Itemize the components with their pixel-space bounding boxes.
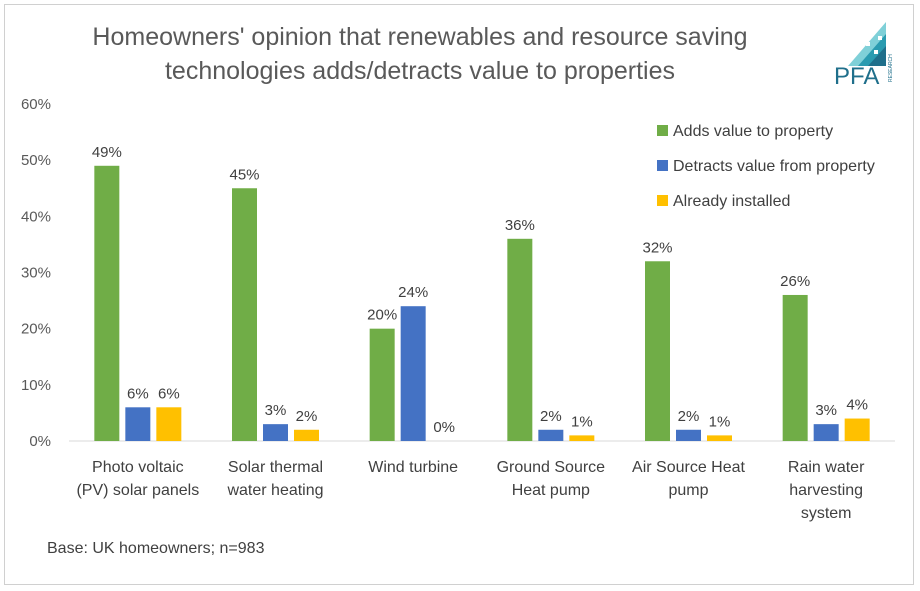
logo-triangle-icon: [848, 22, 886, 66]
bar: [569, 435, 595, 441]
x-category-label: Solar thermal: [228, 459, 323, 476]
x-category-label: Photo voltaic: [92, 459, 184, 476]
bar: [782, 294, 808, 441]
legend-label: Detracts value from property: [673, 158, 875, 175]
x-category-label: Wind turbine: [368, 459, 458, 476]
bar-data-label: 1%: [571, 413, 593, 430]
logo-subtext: RESEARCH: [888, 54, 894, 82]
legend: Adds value to property Detracts value fro…: [657, 123, 875, 210]
bar-data-label: 4%: [846, 397, 868, 414]
bar: [538, 429, 564, 441]
bar: [125, 407, 151, 441]
bar-data-label: 3%: [815, 402, 837, 419]
legend-label: Adds value to property: [673, 123, 833, 140]
bar: [94, 165, 120, 442]
bar-data-label: 6%: [158, 385, 180, 402]
bar: [507, 238, 533, 441]
x-category-label: Rain water: [788, 459, 865, 476]
bar: [400, 306, 426, 441]
bar: [707, 435, 732, 441]
chart-title-line-1: Homeowners' opinion that renewables and …: [92, 23, 748, 51]
bar-data-label: 45%: [229, 166, 259, 183]
x-category-label: Air Source Heat: [632, 459, 745, 476]
legend-swatch: [657, 125, 668, 136]
bar: [156, 407, 182, 441]
x-category-label: pump: [668, 482, 708, 499]
legend-swatch: [657, 195, 668, 206]
bar-data-label: 1%: [709, 413, 731, 430]
y-tick-label: 30%: [21, 265, 51, 282]
pfa-logo: PFA RESEARCH: [834, 22, 894, 88]
bar-data-label: 24%: [398, 284, 428, 301]
y-tick-label: 60%: [21, 96, 51, 113]
bar-data-label: 2%: [540, 408, 562, 425]
bar-series-group: 49% 6% 6% 45% 3% 2% 20%24% 0% 36% 2% 1% 32% 2% 1% 26% 3…: [92, 144, 870, 442]
y-tick-label: 40%: [21, 208, 51, 225]
legend-label: Already installed: [673, 193, 790, 210]
bar: [369, 328, 395, 441]
bar-data-label: 0%: [433, 419, 455, 436]
bar-data-label: 6%: [127, 385, 149, 402]
bar: [294, 429, 319, 441]
chart-frame: [4, 4, 914, 585]
bar-data-label: 49%: [92, 144, 122, 161]
y-tick-label: 50%: [21, 152, 51, 169]
bar: [645, 261, 670, 441]
bar-data-label: 3%: [265, 402, 287, 419]
x-category-label: system: [801, 505, 852, 522]
chart-title-line-2: technologies adds/detracts value to prop…: [164, 57, 676, 85]
y-axis: 0% 10% 20% 30% 40% 50% 60%: [21, 96, 51, 450]
x-axis-labels: Photo voltaic (PV) solar panels Solar ther…: [76, 459, 865, 522]
bar: [263, 424, 288, 441]
x-category-label: Ground Source: [497, 459, 606, 476]
logo-text: PFA: [834, 63, 879, 88]
bar-data-label: 26%: [780, 273, 810, 290]
x-category-label: water heating: [226, 482, 323, 499]
bar-data-label: 20%: [367, 307, 397, 324]
y-tick-label: 10%: [21, 377, 51, 394]
y-tick-label: 0%: [29, 433, 51, 450]
bar-data-label: 2%: [678, 408, 700, 425]
bar-data-label: 2%: [296, 408, 318, 425]
x-category-label: Heat pump: [512, 482, 590, 499]
x-category-label: harvesting: [789, 482, 863, 499]
y-tick-label: 20%: [21, 321, 51, 338]
chart-title: Homeowners' opinion that renewables and …: [60, 20, 780, 88]
bar-data-label: 32%: [642, 239, 672, 256]
bar-data-label: 36%: [505, 217, 535, 234]
bar: [844, 418, 870, 441]
bar: [232, 188, 257, 441]
bar: [813, 424, 839, 441]
bar: [676, 429, 701, 441]
legend-swatch: [657, 160, 668, 171]
base-footnote: Base: UK homeowners; n=983: [47, 540, 265, 557]
x-category-label: (PV) solar panels: [76, 482, 199, 499]
